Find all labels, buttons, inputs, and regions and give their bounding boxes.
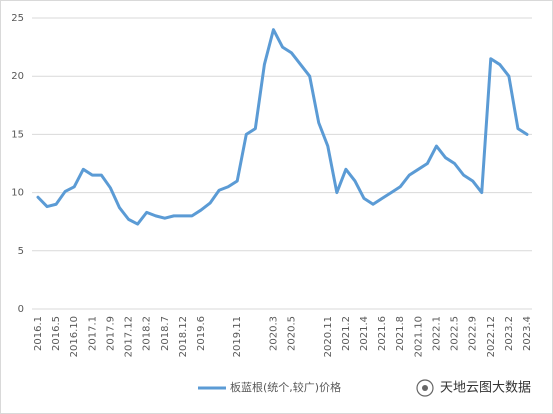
x-tick-label: 2016.1 <box>33 316 44 351</box>
x-tick-label: 2021.2 <box>341 316 352 351</box>
x-tick-label: 2018.12 <box>178 316 189 357</box>
x-tick-label: 2020.11 <box>323 316 334 357</box>
x-tick-label: 2016.10 <box>69 316 80 357</box>
x-tick-label: 2023.4 <box>522 316 533 351</box>
x-tick-label: 2017.1 <box>87 316 98 351</box>
x-tick-label: 2023.2 <box>504 316 515 351</box>
source-logo <box>416 379 434 397</box>
x-tick-label: 2020.5 <box>287 316 298 351</box>
legend-label: 板蓝根(统个,较广)价格 <box>230 380 341 394</box>
x-tick-label: 2020.3 <box>268 316 279 351</box>
x-tick-label: 2022.5 <box>450 316 461 351</box>
x-tick-label: 2021.4 <box>359 316 370 351</box>
x-tick-label: 2022.1 <box>431 316 442 351</box>
y-tick-label: 20 <box>11 71 24 82</box>
x-tick-label: 2022.12 <box>486 316 497 357</box>
x-tick-label: 2021.6 <box>377 316 388 351</box>
x-tick-label: 2019.11 <box>232 316 243 357</box>
y-tick-label: 15 <box>11 129 24 140</box>
x-tick-label: 2016.5 <box>51 316 62 351</box>
logo-icon <box>416 379 434 397</box>
y-tick-label: 25 <box>11 13 24 24</box>
y-tick-label: 10 <box>11 188 24 199</box>
x-tick-label: 2021.10 <box>413 316 424 357</box>
logo-dot <box>422 385 428 391</box>
x-tick-label: 2017.12 <box>124 316 135 357</box>
x-tick-label: 2022.9 <box>468 316 479 351</box>
y-tick-label: 0 <box>18 304 24 315</box>
x-tick-label: 2021.8 <box>395 316 406 351</box>
x-tick-label: 2018.2 <box>142 316 153 351</box>
source-text: 天地云图大数据 <box>440 381 531 396</box>
x-tick-label: 2017.9 <box>105 316 116 351</box>
x-tick-label: 2018.7 <box>160 316 171 351</box>
series-line <box>36 28 529 226</box>
y-tick-label: 5 <box>18 246 24 257</box>
x-tick-label: 2019.6 <box>196 316 207 351</box>
